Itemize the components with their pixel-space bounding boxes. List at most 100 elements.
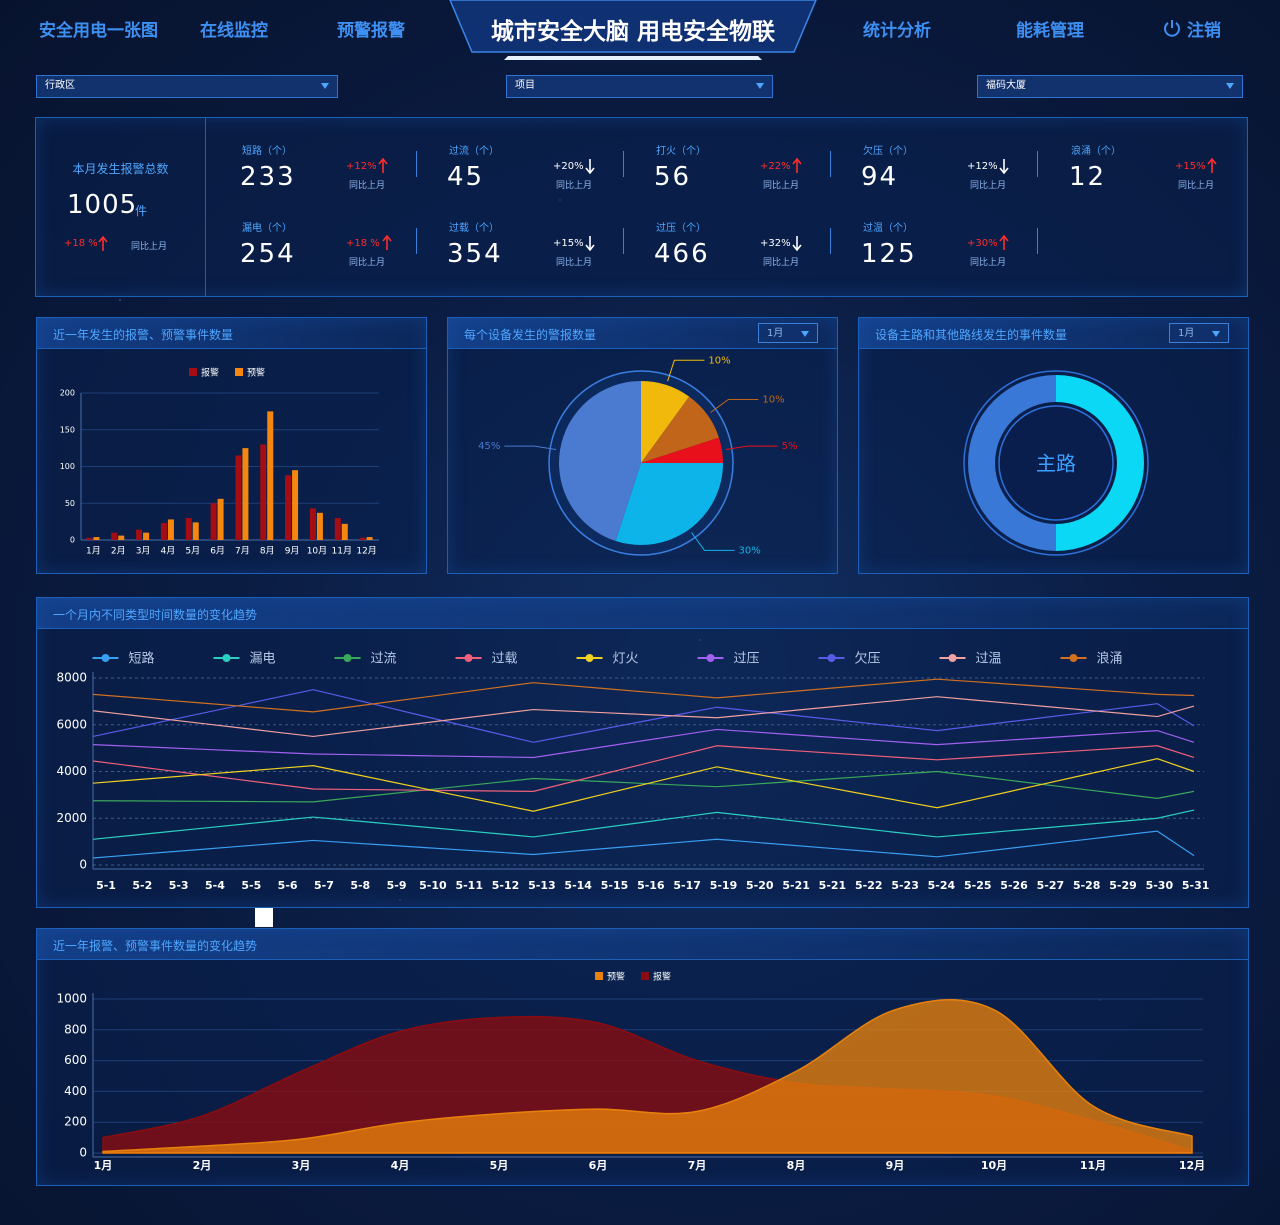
- bar: [341, 523, 348, 540]
- x-tick-label: 4月: [161, 546, 176, 557]
- stat-label: 打火（个）: [656, 146, 706, 157]
- chart: 0 50 100 150 200 报警 预警 1月 2月 3月 4月 5月 6月 7月 8月 9月 10月 11月…: [60, 367, 379, 557]
- legend-marker: [641, 972, 649, 980]
- slice-label: 45%: [478, 441, 500, 452]
- nav-item[interactable]: 安全用电一张图: [39, 21, 158, 41]
- stat-compare: 同比上月: [1178, 181, 1215, 191]
- legend-marker: [595, 972, 603, 980]
- summary-label: 本月发生报警总数: [72, 162, 169, 176]
- x-tick-label: 5-12: [492, 879, 520, 892]
- filter-dropdown[interactable]: 行政区: [36, 75, 338, 98]
- nav-item[interactable]: 注销: [1187, 21, 1221, 41]
- nav-item[interactable]: 统计分析: [863, 21, 931, 41]
- stat-label: 欠压（个）: [863, 146, 913, 157]
- summary-unit: 件: [135, 204, 148, 218]
- x-tick-label: 5月: [185, 546, 200, 557]
- legend-label: 过温: [976, 652, 1002, 667]
- bar: [309, 508, 316, 540]
- x-tick-label: 2月: [193, 1159, 212, 1172]
- divider: [416, 151, 417, 177]
- stat-value: 466: [654, 239, 710, 269]
- y-tick-label: 400: [64, 1084, 87, 1098]
- stat-change: +30%: [967, 238, 998, 249]
- panel-header: [37, 598, 1248, 629]
- stat-value: 56: [654, 162, 692, 192]
- legend-label: 预警: [607, 971, 625, 983]
- x-tick-label: 5-16: [637, 879, 665, 892]
- bar: [111, 532, 118, 540]
- legend-marker: [827, 654, 836, 662]
- trend-arrow: [1207, 158, 1217, 173]
- stat-change: +32%: [760, 238, 791, 249]
- page-title: 城市安全大脑 用电安全物联: [490, 19, 775, 45]
- nav-item[interactable]: 预警报警: [337, 21, 405, 41]
- stat-label: 过压（个）: [656, 223, 706, 234]
- series-line: [92, 728, 1195, 759]
- power-icon[interactable]: [1163, 19, 1181, 37]
- x-tick-label: 6月: [589, 1159, 608, 1172]
- stat-label: 过载（个）: [449, 223, 499, 234]
- title-frame: [449, 0, 817, 60]
- chart: 主路: [963, 370, 1149, 556]
- stat-compare: 同比上月: [349, 181, 386, 191]
- x-tick-label: 5-6: [278, 879, 298, 892]
- stat-compare: 同比上月: [763, 258, 800, 268]
- chart-title: 近一年发生的报警、预警事件数量: [53, 328, 234, 342]
- filter-dropdown[interactable]: 项目: [506, 75, 773, 98]
- nav-item[interactable]: 在线监控: [200, 21, 268, 41]
- filter-dropdown[interactable]: 福码大厦: [977, 75, 1243, 98]
- chart-title: 每个设备发生的警报数量: [464, 328, 597, 342]
- legend-label: 欠压: [855, 651, 881, 667]
- x-tick-label: 5-28: [1073, 879, 1101, 892]
- legend-label: 过压: [734, 652, 760, 667]
- stat-compare: 同比上月: [970, 258, 1007, 268]
- x-tick-label: 3月: [292, 1159, 311, 1172]
- bar: [185, 517, 192, 540]
- x-tick-label: 5-29: [1109, 879, 1137, 892]
- x-tick-label: 11月: [1080, 1159, 1106, 1172]
- series-line: [92, 770, 1195, 803]
- chart-dropdown[interactable]: 1月: [758, 323, 818, 343]
- x-tick-label: 5-11: [455, 879, 483, 892]
- legend-marker: [1069, 654, 1078, 662]
- bar: [143, 532, 150, 540]
- slice-label: 10%: [762, 395, 784, 406]
- x-tick-label: 5-7: [314, 879, 334, 892]
- divider: [416, 228, 417, 254]
- divider: [623, 151, 624, 177]
- series-line: [92, 809, 1195, 840]
- chart-panel: 一个月内不同类型时间数量的变化趋势 0 2000 4000 6000 8000 短路 漏电 过流…: [36, 597, 1249, 908]
- bar: [334, 517, 341, 540]
- bar: [93, 537, 100, 540]
- x-tick-label: 9月: [886, 1159, 905, 1172]
- legend-label: 浪涌: [1097, 652, 1123, 667]
- y-tick-label: 50: [65, 499, 75, 508]
- legend-label: 灯火: [613, 652, 639, 667]
- bar: [267, 411, 274, 540]
- legend-label: 报警: [653, 971, 671, 983]
- nav-item[interactable]: 能耗管理: [1016, 21, 1084, 41]
- x-tick-label: 1月: [86, 546, 101, 557]
- bar: [366, 537, 373, 540]
- y-tick-label: 200: [64, 1115, 87, 1129]
- x-tick-label: 2月: [111, 546, 126, 557]
- y-tick-label: 0: [79, 858, 87, 872]
- leader-line: [725, 445, 778, 451]
- x-tick-label: 5-21: [819, 879, 847, 892]
- stat-value: 12: [1069, 162, 1107, 192]
- pie-slice: [641, 381, 690, 463]
- series-line: [92, 830, 1195, 859]
- legend-label: 过载: [492, 652, 518, 667]
- chart-dropdown[interactable]: 1月: [1169, 323, 1229, 343]
- stat-compare: 同比上月: [349, 258, 386, 268]
- x-tick-label: 5-10: [419, 879, 447, 892]
- y-tick-label: 200: [60, 389, 75, 398]
- x-tick-label: 6月: [210, 546, 225, 557]
- legend-label: 漏电: [250, 651, 276, 667]
- x-tick-label: 5-13: [528, 879, 556, 892]
- x-tick-label: 11月: [332, 546, 352, 557]
- slice-label: 5%: [782, 441, 798, 452]
- x-tick-label: 7月: [688, 1159, 707, 1172]
- x-tick-label: 5-30: [1146, 879, 1174, 892]
